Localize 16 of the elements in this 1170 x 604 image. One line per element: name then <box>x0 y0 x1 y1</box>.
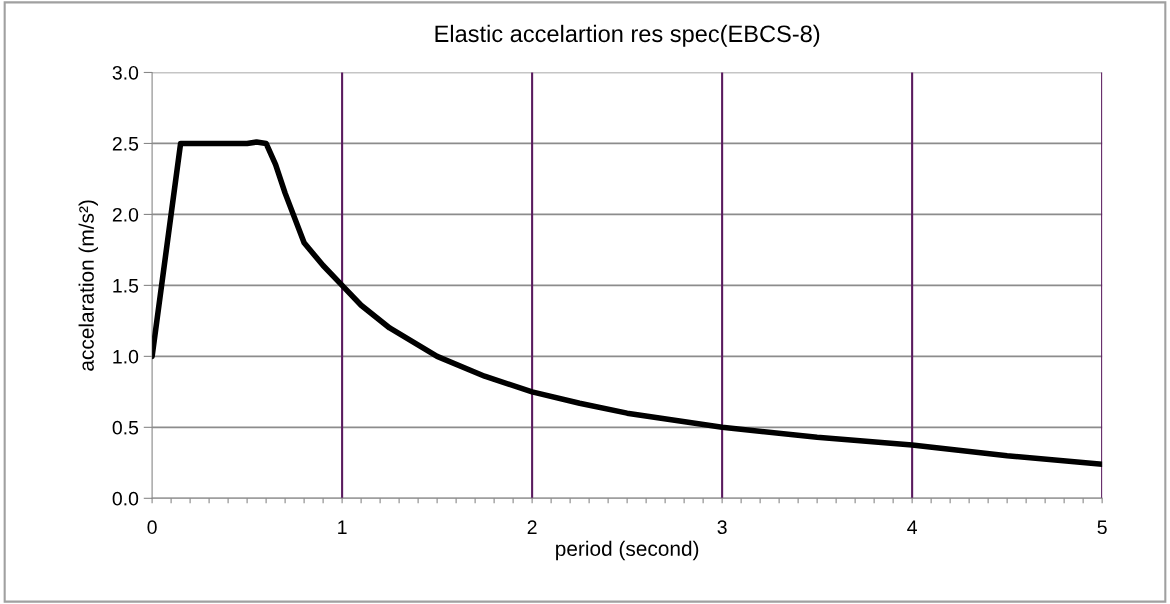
y-tick-label: 0.5 <box>112 420 139 435</box>
x-axis-title: period (second) <box>556 540 699 561</box>
x-tick-label: 5 <box>1097 520 1107 535</box>
y-tick-label: 2.0 <box>112 207 139 222</box>
y-tick-label: 1.0 <box>113 349 139 364</box>
x-tick-label: 3 <box>717 520 727 535</box>
y-tick-label: 2.5 <box>112 136 139 151</box>
y-axis-title: accelaration (m/s²) <box>78 200 98 371</box>
x-tick-label: 4 <box>907 520 917 534</box>
y-tick-label: 3.0 <box>112 65 139 80</box>
x-tick-label: 1 <box>338 520 347 534</box>
chart-title: Elastic accelartion res spec(EBCS-8) <box>435 24 820 47</box>
y-tick-label: 0.0 <box>112 491 139 506</box>
y-tick-label: 1.5 <box>113 279 139 293</box>
x-tick-label: 0 <box>147 520 157 535</box>
x-tick-label: 2 <box>527 520 537 534</box>
